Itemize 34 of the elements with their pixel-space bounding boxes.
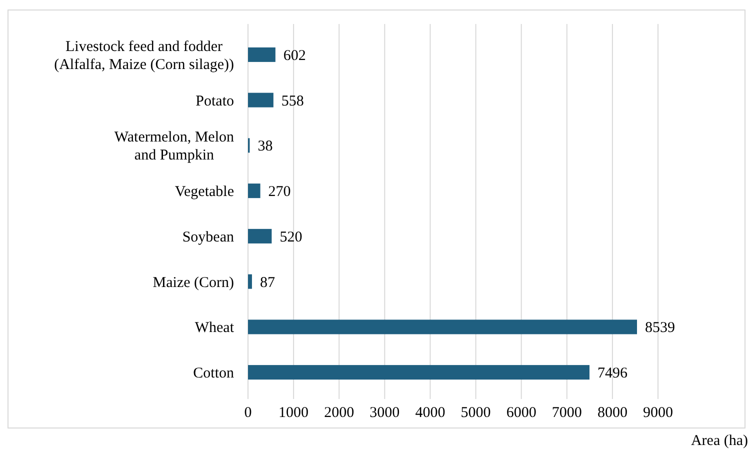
x-tick-label: 0: [244, 405, 252, 421]
y-tick-label: Wheat: [194, 320, 235, 336]
x-tick-label: 5000: [460, 405, 491, 421]
x-axis-title: Area (ha): [690, 433, 748, 449]
data-label: 270: [268, 184, 291, 200]
x-tick-label: 1000: [278, 405, 309, 421]
data-label: 520: [280, 229, 302, 246]
x-tick-label: 2000: [324, 405, 354, 421]
data-label: 602: [283, 48, 306, 64]
data-label: 8539: [645, 320, 675, 336]
x-tick-label: 4000: [415, 405, 446, 421]
bar: [248, 184, 260, 198]
x-tick-label: 3000: [370, 405, 400, 421]
data-label: 38: [258, 138, 273, 155]
y-tick-label: Livestock feed and fodder (Alfalfa, Maize (Corn silage)): [54, 38, 234, 73]
x-tick-label: 8000: [597, 405, 628, 421]
y-tick-label: Cotton: [193, 366, 234, 382]
bar: [248, 320, 637, 334]
x-tick-label: 9000: [643, 405, 673, 421]
y-tick-label: Potato: [196, 93, 234, 110]
bar: [248, 92, 274, 108]
bar: [248, 47, 276, 62]
y-tick-label: Soybean: [182, 229, 234, 246]
x-tick-label: 6000: [506, 405, 536, 421]
y-tick-label: Watermelon, Melon and Pumpkin: [114, 130, 234, 164]
data-label: 87: [260, 274, 276, 291]
bar: [248, 228, 272, 244]
data-label: 558: [281, 93, 304, 110]
bar: [248, 274, 252, 289]
data-label: 7496: [597, 366, 628, 382]
x-tick-label: 7000: [552, 405, 582, 421]
y-tick-label: Maize (Corn): [152, 274, 234, 291]
bar: [248, 365, 590, 380]
y-tick-label: Vegetable: [174, 184, 234, 200]
